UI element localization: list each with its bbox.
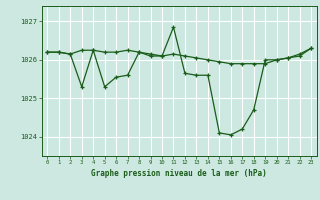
X-axis label: Graphe pression niveau de la mer (hPa): Graphe pression niveau de la mer (hPa): [91, 169, 267, 178]
